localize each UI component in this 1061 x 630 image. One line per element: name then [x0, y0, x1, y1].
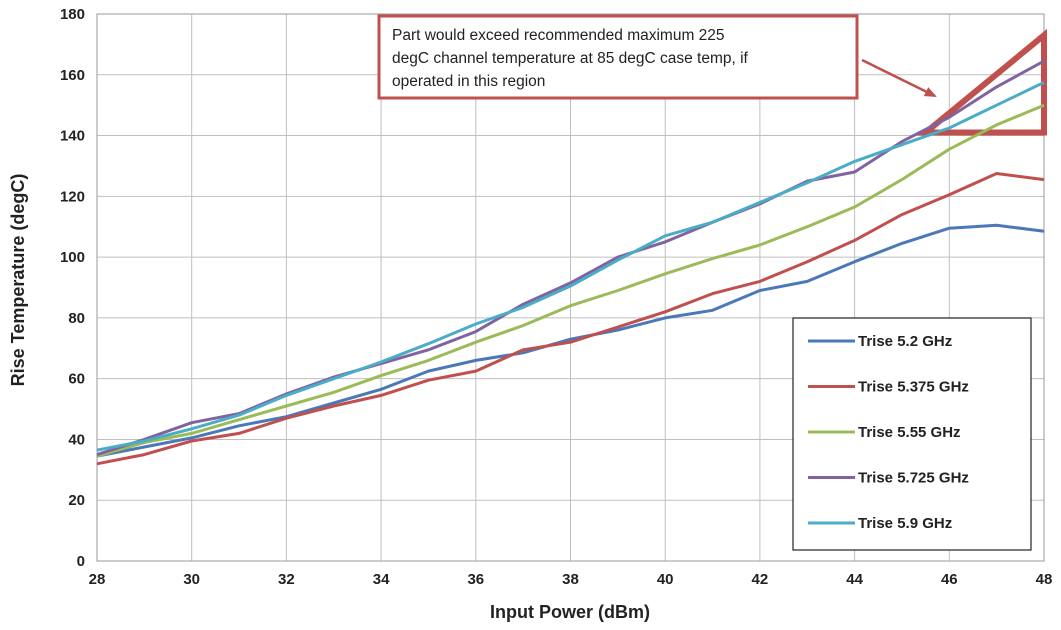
series-line-5: [96, 81, 1045, 452]
y-tick-label: 20: [68, 492, 85, 509]
x-tick-label: 44: [846, 571, 863, 588]
y-tick-label: 60: [68, 371, 85, 388]
legend-label-4: Trise 5.725 GHz: [858, 470, 969, 487]
y-tick-label: 160: [60, 67, 85, 84]
x-tick-label: 28: [89, 571, 106, 588]
legend-box: [792, 317, 1032, 551]
exceed-region-triangle: [917, 28, 1047, 136]
plot-area-border: [96, 13, 1045, 562]
legend-label-1: Trise 5.2 GHz: [858, 333, 952, 350]
y-tick-label: 40: [68, 431, 85, 448]
x-axis-ticks: 28 30 32 34 36 38 40 42 44 46 48: [89, 571, 1053, 588]
legend-label-3: Trise 5.55 GHz: [858, 424, 961, 441]
legend: Trise 5.2 GHz Trise 5.375 GHz Trise 5.55 G…: [792, 317, 1032, 551]
x-tick-label: 32: [278, 571, 295, 588]
legend-label-2: Trise 5.375 GHz: [858, 379, 969, 396]
annotation-arrow: [861, 58, 937, 98]
series-lines: [96, 59, 1045, 466]
annotation-box: [377, 14, 859, 100]
y-axis-ticks: 0 20 40 60 80 100 120 140 160 180: [60, 6, 85, 570]
y-axis-title: Rise Temperature (degC): [8, 174, 28, 387]
annotation-line-2: degC channel temperature at 85 degC case…: [392, 50, 749, 67]
annotation-callout: Part would exceed recommended maximum 22…: [377, 14, 937, 100]
series-line-1: [96, 223, 1045, 458]
y-tick-label: 80: [68, 310, 85, 327]
y-tick-label: 100: [60, 249, 85, 266]
x-tick-label: 34: [373, 571, 390, 588]
annotation-line-1: Part would exceed recommended maximum 22…: [392, 27, 725, 44]
x-tick-label: 46: [941, 571, 958, 588]
legend-label-5: Trise 5.9 GHz: [858, 515, 952, 532]
x-tick-label: 30: [183, 571, 200, 588]
x-tick-label: 38: [562, 571, 579, 588]
x-tick-label: 42: [752, 571, 769, 588]
x-tick-label: 36: [467, 571, 484, 588]
series-line-3: [96, 103, 1045, 458]
series-line-2: [96, 172, 1045, 466]
y-tick-label: 120: [60, 188, 85, 205]
x-axis-title: Input Power (dBm): [490, 602, 650, 622]
x-tick-label: 40: [657, 571, 674, 588]
annotation-line-3: operated in this region: [392, 73, 545, 90]
x-tick-label: 48: [1036, 571, 1053, 588]
y-tick-label: 0: [77, 553, 85, 570]
y-tick-label: 140: [60, 128, 85, 145]
exceed-region: [917, 28, 1047, 136]
y-tick-label: 180: [60, 6, 85, 23]
